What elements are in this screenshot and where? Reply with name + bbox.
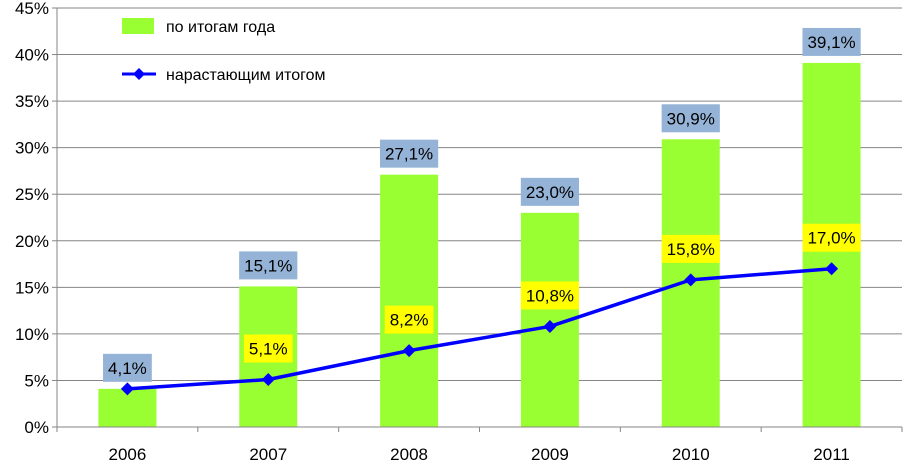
line-marker-2010	[684, 273, 698, 287]
line-label-2011: 17,0%	[802, 223, 861, 252]
bar-label-2008-box	[379, 139, 439, 168]
line-label-2008-box	[384, 305, 434, 334]
bar-label-2006-text: 4,1%	[108, 359, 147, 378]
bar-label-2010-text: 30,9%	[667, 109, 715, 128]
y-tick-label: 15%	[15, 278, 49, 297]
y-tick-label: 40%	[15, 46, 49, 65]
line-label-2009-box	[520, 281, 580, 310]
line-label-2010: 15,8%	[661, 234, 720, 263]
bar-label-2011: 39,1%	[802, 27, 861, 56]
line-label-2010-text: 15,8%	[667, 240, 715, 259]
axes	[52, 7, 903, 432]
line-label-2008-text: 8,2%	[390, 311, 429, 330]
line-label-2011-text: 17,0%	[807, 229, 855, 248]
bar-label-2011-box	[802, 27, 861, 56]
y-tick-label: 5%	[24, 371, 49, 390]
bar-label-2010-box	[661, 104, 720, 133]
bar-label-2006: 4,1%	[103, 353, 152, 382]
bar-label-2009-box	[520, 177, 580, 206]
line-marker-2006	[120, 382, 134, 396]
x-tick-label: 2006	[109, 445, 147, 464]
line-marker-2009	[543, 319, 557, 333]
legend-bar-label: по итогам года	[166, 19, 275, 36]
bar-label-2007-text: 15,1%	[244, 256, 292, 275]
line-label-2009-text: 10,8%	[526, 286, 574, 305]
line-marker-2007	[261, 373, 275, 387]
y-tick-label: 25%	[15, 185, 49, 204]
y-tick-label: 30%	[15, 139, 49, 158]
x-axis-ticks: 2006 2007 2008 2009 2010 2011	[109, 445, 850, 464]
legend: по итогам года нарастающим итогом	[122, 18, 326, 84]
bar-label-2007: 15,1%	[239, 251, 298, 280]
bar-label-2009: 23,0%	[520, 177, 580, 206]
line-label-2007: 5,1%	[243, 334, 293, 363]
line-marker-2008	[402, 344, 416, 358]
legend-line-label: нарастающим итогом	[166, 67, 326, 84]
x-tick-label: 2008	[390, 445, 428, 464]
y-tick-label: 10%	[15, 325, 49, 344]
line-label-2011-box	[802, 223, 861, 252]
bar-label-2007-box	[239, 251, 298, 280]
x-tick-label: 2009	[531, 445, 569, 464]
line-label-2009: 10,8%	[520, 281, 580, 310]
bar-label-2009-text: 23,0%	[526, 183, 574, 202]
data-labels: 4,1% 15,1% 27,1% 23,0% 30,9% 39,1% 5,1% 8,2% 10,…	[103, 27, 861, 382]
legend-bar-swatch	[122, 18, 154, 34]
y-tick-label: 20%	[15, 232, 49, 251]
line-label-2010-box	[661, 234, 720, 263]
bar-2008	[380, 174, 439, 427]
bar-label-2008-text: 27,1%	[385, 145, 433, 164]
line-label-2007-text: 5,1%	[249, 340, 288, 359]
legend-line-marker	[133, 68, 145, 80]
line-path	[127, 266, 832, 391]
bar-label-2010: 30,9%	[661, 104, 720, 133]
line-series	[120, 262, 839, 396]
x-tick-label: 2011	[813, 445, 850, 464]
x-tick-label: 2007	[249, 445, 287, 464]
line-label-2008: 8,2%	[384, 305, 434, 334]
gridlines	[57, 7, 902, 381]
line-marker-2011	[825, 262, 839, 276]
bar-label-2008: 27,1%	[379, 139, 439, 168]
bar-label-2011-text: 39,1%	[807, 33, 855, 52]
y-tick-label: 35%	[15, 92, 49, 111]
x-tick-label: 2010	[672, 445, 710, 464]
line-label-2007-box	[243, 334, 293, 363]
bar-series	[98, 62, 861, 428]
y-tick-label: 45%	[15, 0, 49, 18]
y-tick-label: 0%	[24, 418, 49, 437]
y-axis-ticks: 0% 5% 10% 15% 20% 25% 30% 35% 40% 45%	[15, 0, 49, 437]
bar-label-2006-box	[103, 353, 152, 382]
